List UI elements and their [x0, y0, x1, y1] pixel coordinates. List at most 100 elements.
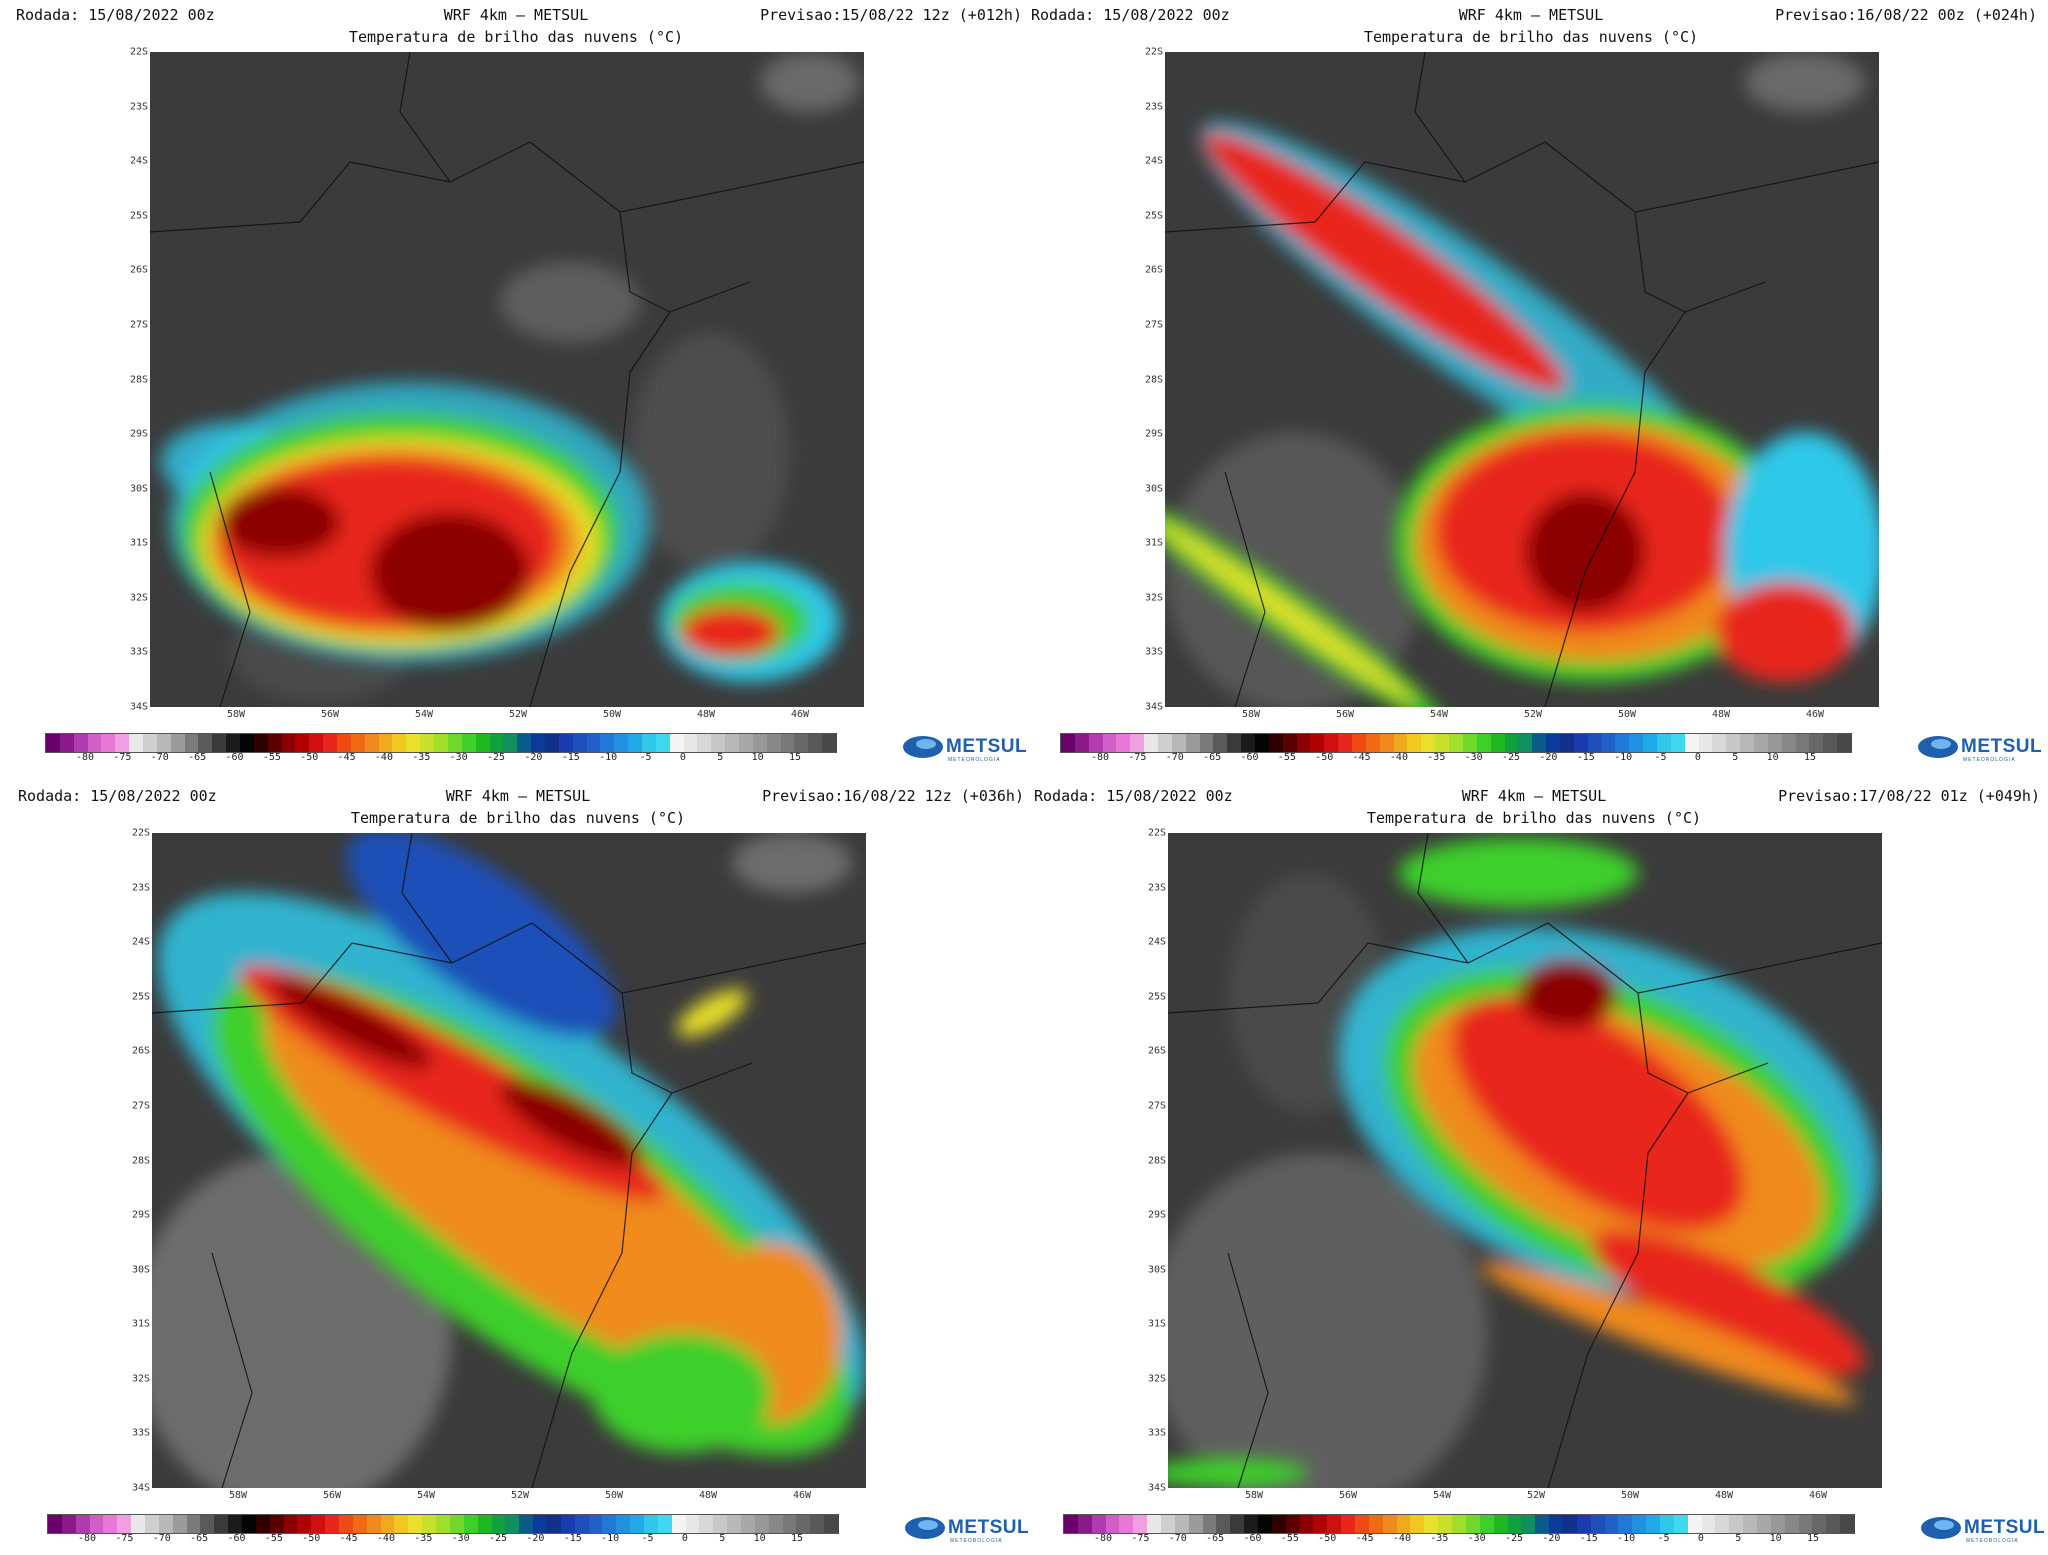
globe-icon — [1918, 736, 1958, 758]
variable-label: Temperatura de brilho das nuvens (°C) — [348, 28, 684, 46]
colorbar-tick-label: -15 — [561, 752, 580, 763]
lat-tick-label: 31S — [1147, 1318, 1166, 1330]
colorbar — [1063, 1514, 1855, 1534]
map-panel-049h: Rodada: 15/08/2022 00z WRF 4km – METSUL … — [1028, 783, 2045, 1553]
colorbar-tick-label: -15 — [563, 1533, 582, 1544]
globe-icon — [905, 1517, 945, 1539]
colorbar — [45, 733, 837, 753]
colorbar-segment — [392, 734, 407, 752]
colorbar-segment — [1493, 1515, 1509, 1533]
colorbar-segment — [170, 734, 186, 752]
colorbar-segment — [1282, 734, 1298, 752]
run-label: Rodada: 15/08/2022 00z — [16, 6, 215, 24]
lon-tick-label: 54W — [414, 709, 434, 720]
longitude-axis: 58W 56W 54W 52W 50W 48W 46W — [152, 1490, 866, 1504]
lon-tick-label: 56W — [320, 709, 340, 720]
colorbar-tick-label: 5 — [1732, 752, 1739, 763]
panel-header: Rodada: 15/08/2022 00z WRF 4km – METSUL … — [1028, 783, 2040, 839]
colorbar-segment — [1105, 1515, 1121, 1533]
lon-tick-label: 54W — [416, 1490, 436, 1501]
lon-tick-label: 48W — [696, 709, 716, 720]
colorbar-segment — [214, 1515, 229, 1533]
colorbar-tick-label: -35 — [1427, 752, 1446, 763]
colorbar-segment — [600, 734, 615, 752]
colorbar-segment — [477, 1515, 493, 1533]
lat-tick-label: 30S — [131, 1264, 150, 1276]
colorbar-segment — [200, 1515, 215, 1533]
colorbar-tick-label: -80 — [75, 752, 95, 763]
colorbar-segment — [1410, 1515, 1425, 1533]
colorbar-segment — [808, 734, 823, 752]
logo-brand: METSUL — [946, 736, 1028, 757]
colorbar-segment — [824, 1515, 839, 1533]
lat-tick-label: 26S — [1144, 264, 1163, 276]
colorbar-tick-label: -25 — [487, 752, 506, 763]
colorbar-segment — [475, 734, 491, 752]
lon-tick-label: 56W — [1338, 1490, 1358, 1501]
colorbar-segment — [810, 1515, 825, 1533]
colorbar-segment — [226, 734, 241, 752]
colorbar-segment — [1144, 734, 1159, 752]
colorbar-segment — [1532, 734, 1547, 752]
colorbar-labels: -80 -75 -70 -65 -60 -55 -50 -45 -40 -35 -30 -25 -20-… — [1063, 1533, 1853, 1547]
colorbar-segment — [1352, 734, 1367, 752]
longitude-axis: 58W 56W 54W 52W 50W 48W 46W — [1165, 709, 1879, 723]
colorbar-tick-label: -10 — [601, 1533, 620, 1544]
storm-system — [157, 828, 867, 1456]
colorbar-tick-label: 15 — [1803, 752, 1817, 763]
colorbar-tick-label: -75 — [115, 1533, 134, 1544]
colorbar-segment — [1435, 734, 1450, 752]
forecast-label: Previsao:17/08/22 01z (+049h) — [1778, 787, 2040, 805]
colorbar-segment — [1643, 734, 1658, 752]
colorbar-segment — [1756, 1515, 1772, 1533]
colorbar-segment — [1490, 734, 1506, 752]
latitude-axis: 22S 23S 24S 25S 26S 27S 28S 29S 30S 31S 32S 33S 34S — [122, 47, 148, 713]
colorbar-segment — [378, 734, 394, 752]
colorbar-segment — [1188, 1515, 1204, 1533]
logo-subtitle: METEOROLOGIA — [1966, 1538, 2019, 1544]
colorbar-tick-label: 15 — [788, 752, 802, 763]
colorbar-segment — [364, 734, 380, 752]
colorbar-segment — [1812, 1515, 1827, 1533]
lat-tick-label: 33S — [129, 646, 148, 658]
colorbar-segment — [117, 1515, 132, 1533]
metsul-logo: METSUL METEOROLOGIA — [1917, 733, 2042, 763]
colorbar-segment — [574, 1515, 590, 1533]
colorbar-segment — [1077, 1515, 1093, 1533]
lon-tick-label: 52W — [1523, 709, 1543, 720]
lon-tick-label: 52W — [1526, 1490, 1546, 1501]
colorbar-segment — [1133, 1515, 1148, 1533]
borders — [1167, 832, 1883, 1489]
colorbar-segment — [1587, 734, 1603, 752]
colorbar-segment — [352, 1515, 368, 1533]
colorbar-segment — [461, 734, 477, 752]
colorbar-segment — [1476, 734, 1492, 752]
colorbar-segment — [1479, 1515, 1495, 1533]
colorbar-tick-label: -20 — [1542, 1533, 1561, 1544]
colorbar-segment — [1119, 1515, 1134, 1533]
lon-tick-label: 50W — [1620, 1490, 1640, 1501]
colorbar-tick-label: 5 — [1735, 1533, 1742, 1544]
colorbar-segment — [669, 734, 685, 752]
storm-system — [1148, 838, 1878, 1488]
colorbar-segment — [1712, 734, 1727, 752]
colorbar-segment — [184, 734, 200, 752]
colorbar-segment — [156, 734, 172, 752]
colorbar-tick-label: 0 — [1694, 752, 1701, 763]
colorbar-tick-label: -45 — [1352, 752, 1371, 763]
lat-tick-label: 28S — [1144, 374, 1163, 385]
colorbar-tick-label: -55 — [262, 752, 281, 763]
lat-tick-label: 29S — [1144, 428, 1163, 440]
model-label: WRF 4km – METSUL — [443, 6, 589, 24]
colorbar-segment — [558, 734, 574, 752]
colorbar-segment — [1174, 1515, 1190, 1533]
colorbar-tick-label: 10 — [751, 752, 764, 763]
lat-tick-label: 31S — [1144, 537, 1163, 549]
colorbar-segment — [1438, 1515, 1453, 1533]
colorbar-segment — [643, 1515, 659, 1533]
colorbar-segment — [1646, 1515, 1661, 1533]
colorbar-segment — [267, 734, 283, 752]
lon-tick-label: 46W — [1805, 709, 1825, 720]
colorbar-segment — [1659, 1515, 1675, 1533]
colorbar-segment — [1116, 734, 1131, 752]
